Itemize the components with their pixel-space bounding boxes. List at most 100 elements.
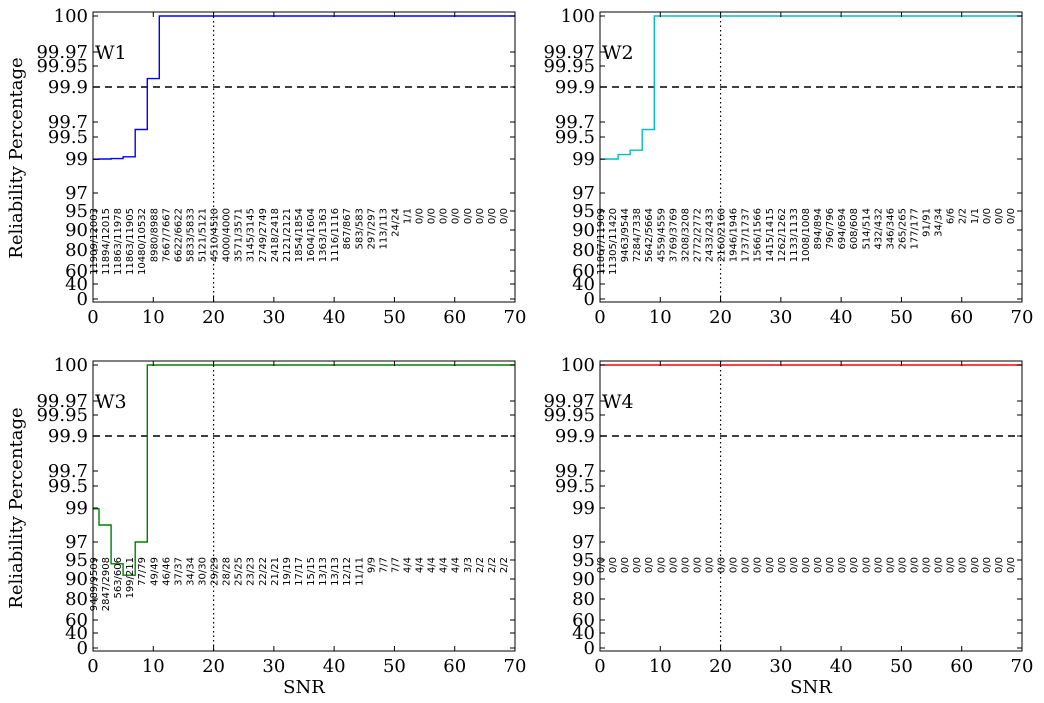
y-tick-label: 99.5 bbox=[48, 476, 88, 497]
count-label: 21/21 bbox=[270, 557, 281, 586]
y-tick-label: 99.97 bbox=[36, 391, 88, 412]
x-tick-label: 30 bbox=[769, 656, 792, 677]
y-tick-label: 100 bbox=[561, 6, 595, 27]
count-label: 0/0 bbox=[910, 557, 921, 573]
count-label: 4000/4000 bbox=[222, 208, 233, 262]
y-tick-label: 97 bbox=[65, 183, 88, 204]
count-label: 2/2 bbox=[475, 557, 486, 573]
count-label: 0/0 bbox=[596, 557, 607, 573]
y-tick-label: 80 bbox=[572, 589, 595, 610]
count-label: 265/265 bbox=[897, 208, 908, 250]
count-label: 49/49 bbox=[149, 557, 160, 586]
count-label: 5833/5833 bbox=[186, 208, 197, 262]
count-label: 17/17 bbox=[294, 557, 305, 586]
y-tick-label: 90 bbox=[65, 220, 88, 241]
x-tick-label: 20 bbox=[202, 307, 225, 328]
panel-w2: 11867/11909 11305/11420 9463/9544 7284/7338… bbox=[543, 6, 1033, 328]
panel-w4: 0/0 0/0 0/0 0/0 0/0 0/0 0/0 0/0 0/0 0/0 0/0 0/0 0/0 0… bbox=[543, 355, 1033, 677]
count-label: 0/0 bbox=[753, 557, 764, 573]
count-label: 0/0 bbox=[487, 208, 498, 224]
count-label: 1737/1737 bbox=[741, 208, 752, 262]
count-label: 608/608 bbox=[849, 208, 860, 250]
count-label: 2772/2772 bbox=[693, 208, 704, 262]
x-tick-label: 10 bbox=[649, 656, 672, 677]
panel-label: W1 bbox=[95, 42, 127, 64]
y-tick-label: 0 bbox=[77, 289, 88, 310]
y-tick-label: 95 bbox=[572, 550, 595, 571]
y-tick-label: 99 bbox=[572, 149, 595, 170]
count-label: 9463/9544 bbox=[620, 208, 631, 262]
y-tick-label: 99.9 bbox=[555, 426, 595, 447]
y-tick-label: 99.5 bbox=[555, 476, 595, 497]
y-tick-label: 60 bbox=[65, 610, 88, 631]
count-label: 583/583 bbox=[354, 208, 365, 250]
count-label: 7/7 bbox=[378, 557, 389, 573]
count-label: 0/0 bbox=[837, 557, 848, 573]
count-label: 0/0 bbox=[801, 557, 812, 573]
count-label: 0/0 bbox=[668, 557, 679, 573]
count-label: 0/0 bbox=[994, 208, 1005, 224]
count-label: 11/11 bbox=[354, 557, 365, 586]
count-label: 2433/2433 bbox=[705, 208, 716, 262]
count-label: 0/0 bbox=[693, 557, 704, 573]
y-tick-label: 100 bbox=[54, 355, 88, 376]
count-label: 0/0 bbox=[885, 557, 896, 573]
count-label: 11894/12015 bbox=[101, 208, 112, 275]
panel-label: W2 bbox=[602, 42, 634, 64]
x-tick-label: 50 bbox=[383, 656, 406, 677]
x-tick-label: 40 bbox=[323, 307, 346, 328]
count-label: 19/19 bbox=[282, 557, 293, 586]
x-tick-label: 60 bbox=[950, 656, 973, 677]
count-label: 1946/1946 bbox=[729, 208, 740, 262]
y-tick-label: 99.9 bbox=[48, 77, 88, 98]
y-tick-label: 99.5 bbox=[48, 127, 88, 148]
x-tick-label: 40 bbox=[830, 656, 853, 677]
count-label: 4/4 bbox=[451, 557, 462, 573]
count-label: 28/28 bbox=[222, 557, 233, 586]
count-label: 6622/6622 bbox=[173, 208, 184, 262]
count-label: 24/24 bbox=[390, 208, 401, 237]
x-tick-label: 50 bbox=[890, 307, 913, 328]
y-tick-label: 99 bbox=[65, 498, 88, 519]
count-label: 7/7 bbox=[390, 557, 401, 573]
count-label: 8980/8988 bbox=[149, 208, 160, 262]
count-label: 2/2 bbox=[958, 208, 969, 224]
count-label: 0/0 bbox=[922, 557, 933, 573]
count-label: 3571/3571 bbox=[234, 208, 245, 262]
count-label: 91/91 bbox=[922, 208, 933, 237]
x-tick-label: 70 bbox=[1011, 656, 1034, 677]
series-line bbox=[600, 15, 1022, 160]
y-tick-label: 60 bbox=[572, 610, 595, 631]
count-label: 29/29 bbox=[210, 557, 221, 586]
y-tick-label: 0 bbox=[77, 638, 88, 659]
count-label: 0/0 bbox=[934, 557, 945, 573]
count-label: 6/6 bbox=[946, 208, 957, 224]
x-tick-label: 30 bbox=[262, 656, 285, 677]
count-label: 2847/2908 bbox=[101, 557, 112, 611]
x-tick-label: 0 bbox=[594, 656, 605, 677]
count-label: 0/0 bbox=[463, 208, 474, 224]
x-tick-label: 20 bbox=[202, 656, 225, 677]
x-tick-label: 20 bbox=[709, 656, 732, 677]
y-tick-label: 97 bbox=[572, 532, 595, 553]
count-label: 2749/2749 bbox=[258, 208, 269, 262]
y-tick-label: 99.97 bbox=[543, 391, 595, 412]
count-label: 15/15 bbox=[306, 557, 317, 586]
x-axis-label-left: SNR bbox=[283, 677, 325, 698]
count-label: 346/346 bbox=[885, 208, 896, 250]
count-label: 0/0 bbox=[620, 557, 631, 573]
count-label: 432/432 bbox=[873, 208, 884, 250]
count-label: 1/1 bbox=[970, 208, 981, 224]
panel-label: W4 bbox=[602, 391, 634, 413]
series-line bbox=[93, 15, 515, 160]
y-tick-label: 40 bbox=[572, 623, 595, 644]
count-label: 0/0 bbox=[680, 557, 691, 573]
count-label: 2121/2121 bbox=[282, 208, 293, 262]
count-label: 3769/3769 bbox=[668, 208, 679, 262]
count-label: 3208/3208 bbox=[680, 208, 691, 262]
y-tick-label: 99.95 bbox=[543, 56, 595, 77]
count-label: 2/2 bbox=[487, 557, 498, 573]
x-tick-label: 40 bbox=[323, 656, 346, 677]
y-tick-label: 60 bbox=[572, 261, 595, 282]
count-label: 867/867 bbox=[342, 208, 353, 250]
